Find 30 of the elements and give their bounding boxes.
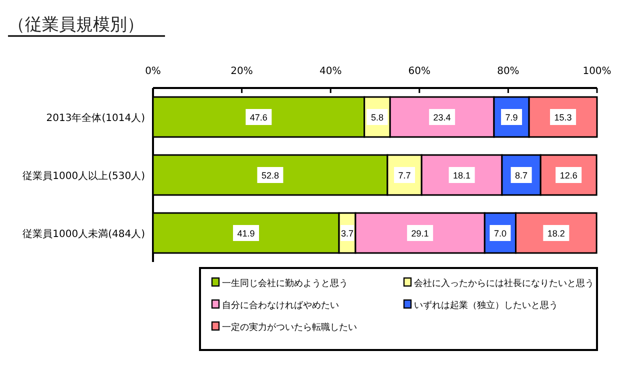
legend-label: 自分に合わなければやめたい bbox=[222, 300, 339, 311]
data-label: 7.0 bbox=[494, 228, 506, 238]
x-tick-label: 0% bbox=[145, 66, 161, 77]
legend-label: 一生同じ会社に勤めようと思う bbox=[222, 278, 348, 289]
data-label: 18.2 bbox=[547, 228, 565, 238]
x-tick-label: 80% bbox=[497, 66, 520, 77]
data-label: 41.9 bbox=[237, 228, 255, 238]
y-tick-label: 従業員1000人以上(530人) bbox=[22, 170, 146, 182]
data-label: 52.8 bbox=[261, 170, 279, 180]
chart-title: （従業員規模別） bbox=[8, 15, 144, 35]
data-label: 18.1 bbox=[453, 170, 471, 180]
data-label: 3.7 bbox=[340, 228, 354, 238]
data-label: 8.7 bbox=[515, 170, 528, 180]
y-tick-label: 2013年全体(1014人) bbox=[46, 112, 146, 124]
data-label: 5.8 bbox=[370, 112, 384, 122]
data-label: 47.6 bbox=[250, 112, 268, 122]
x-tick-label: 40% bbox=[319, 66, 342, 77]
data-label: 7.9 bbox=[505, 112, 518, 122]
y-tick-label: 従業員1000人未満(484人) bbox=[22, 228, 146, 240]
data-label: 15.3 bbox=[554, 112, 572, 122]
x-tick-label: 100% bbox=[582, 66, 612, 77]
x-tick-label: 20% bbox=[230, 66, 253, 77]
data-label: 7.7 bbox=[398, 170, 411, 180]
x-tick-label: 60% bbox=[408, 66, 431, 77]
legend-label: 会社に入ったからには社長になりたいと思う bbox=[414, 278, 594, 289]
data-label: 29.1 bbox=[411, 228, 429, 238]
legend-label: 一定の実力がついたら転職したい bbox=[222, 322, 357, 333]
legend-label: いずれは起業（独立）したいと思う bbox=[414, 300, 558, 311]
data-label: 23.4 bbox=[433, 112, 451, 122]
data-label: 12.6 bbox=[560, 170, 578, 180]
